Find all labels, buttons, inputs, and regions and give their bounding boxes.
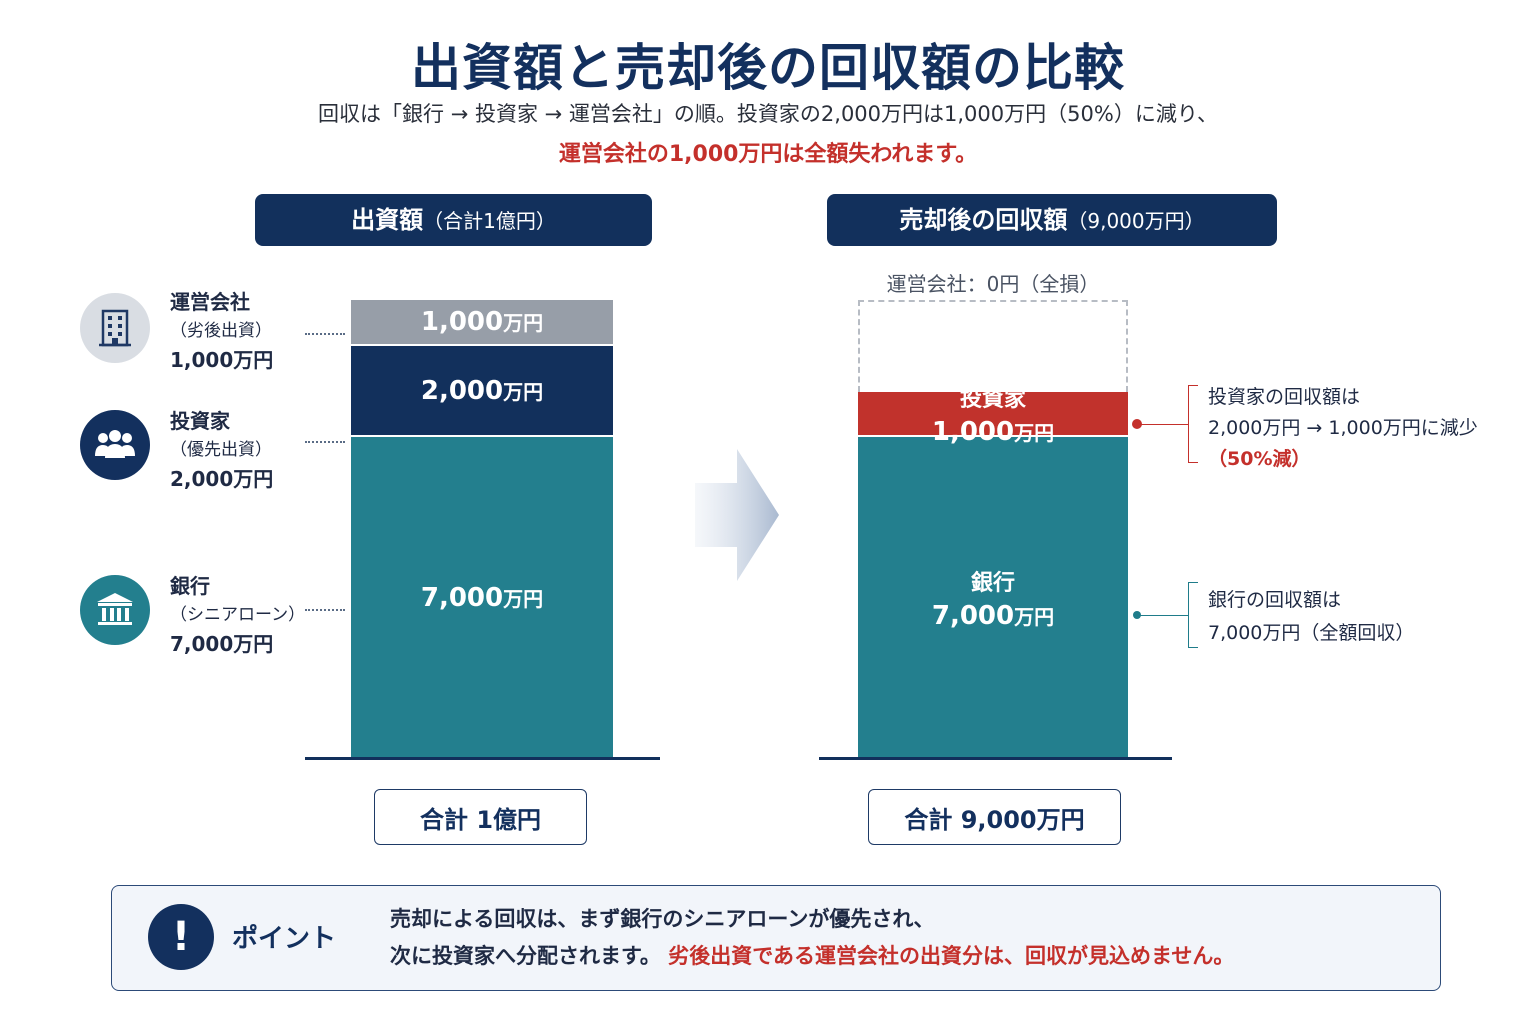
left-bar-segment-bank: 7,000万円 (351, 437, 613, 758)
right-bar-segment-bank: 銀行 7,000万円 (858, 437, 1128, 758)
legend-investor-type: （優先出資） (170, 440, 272, 460)
investor-annotation-connector (1137, 424, 1189, 425)
legend-operator-name: 運営会社 (170, 290, 250, 314)
building-icon (80, 293, 150, 363)
legend-bank-amount: 7,000万円 (170, 632, 274, 656)
left-bar-segment-investor: 2,000万円 (351, 345, 613, 438)
bank-annotation-connector (1137, 615, 1189, 616)
leader-bank (305, 609, 345, 611)
point-line1: 売却による回収は、まず銀行のシニアローンが優先され、 (390, 907, 935, 931)
investor-annotation-line3: （50%減） (1208, 448, 1311, 470)
legend-bank-name: 銀行 (170, 574, 210, 598)
legend-operator-type: （劣後出資） (170, 321, 272, 341)
left-header-note: （合計1億円） (423, 209, 556, 233)
left-segment-value-operator: 1,000万円 (420, 306, 544, 337)
right-bar-segment-operator (858, 300, 1128, 392)
right-total-box: 合計 9,000万円 (868, 789, 1121, 845)
investor-annotation-line2: 2,000万円 → 1,000万円に減少 (1208, 417, 1478, 439)
bank-annotation-dot (1133, 611, 1141, 619)
arrow-right-icon (695, 445, 785, 589)
right-bar-segment-investor: 投資家 1,000万円 (858, 387, 1128, 447)
investor-annotation-bracket (1188, 385, 1198, 463)
investor-annotation-dot (1132, 419, 1142, 429)
right-segment-label-bank: 銀行 (970, 570, 1015, 596)
bank-annotation-line1: 銀行の回収額は (1208, 589, 1342, 611)
legend-investor-name: 投資家 (170, 409, 230, 433)
left-total-box: 合計 1億円 (374, 789, 587, 845)
left-bar-segment-operator: 1,000万円 (351, 300, 613, 346)
point-line2: 次に投資家へ分配されます。 劣後出資である運営会社の出資分は、回収が見込めません… (390, 940, 1234, 970)
right-panel-header: 売却後の回収額（9,000万円） (827, 194, 1277, 246)
left-panel-header: 出資額（合計1億円） (255, 194, 652, 246)
left-stacked-bar: 7,000万円 2,000万円 1,000万円 (351, 300, 613, 758)
right-header-note: （9,000万円） (1067, 209, 1205, 233)
left-segment-value-bank: 7,000万円 (420, 582, 544, 613)
point-line2-a: 次に投資家へ分配されます。 (390, 944, 661, 968)
right-segment-value-investor: 1,000万円 (931, 416, 1055, 447)
legend-investor-amount: 2,000万円 (170, 467, 274, 491)
left-baseline (305, 757, 660, 760)
right-segment-label-investor: 投資家 (959, 386, 1026, 412)
investor-annotation: 投資家の回収額は 2,000万円 → 1,000万円に減少 （50%減） (1208, 382, 1478, 475)
right-segment-value-bank: 7,000万円 (931, 600, 1055, 631)
point-box (111, 885, 1441, 991)
lost-operator-label: 運営会社：0円（全損） (886, 272, 1100, 296)
right-stacked-bar: 銀行 7,000万円 投資家 1,000万円 (858, 300, 1128, 758)
bank-annotation: 銀行の回収額は 7,000万円（全額回収） (1208, 584, 1414, 650)
legend-investor: 投資家 （優先出資） 2,000万円 (170, 407, 273, 494)
right-header-main: 売却後の回収額 (899, 206, 1068, 234)
bank-annotation-bracket (1188, 582, 1198, 648)
legend-bank: 銀行 （シニアローン） 7,000万円 (170, 572, 305, 659)
left-header-main: 出資額 (351, 206, 424, 234)
point-line2-b: 劣後出資である運営会社の出資分は、回収が見込めません。 (668, 944, 1235, 968)
page-title: 出資額と売却後の回収額の比較 (411, 39, 1125, 97)
left-segment-value-investor: 2,000万円 (420, 375, 544, 406)
point-label: ポイント (232, 924, 337, 954)
people-icon (80, 410, 150, 480)
subtitle-line1: 回収は「銀行 → 投資家 → 運営会社」の順。投資家の2,000万円は1,000… (318, 102, 1218, 126)
subtitle-line2: 運営会社の1,000万円は全額失われます。 (558, 142, 978, 167)
bank-icon (80, 575, 150, 645)
legend-bank-type: （シニアローン） (170, 605, 306, 625)
investor-annotation-line1: 投資家の回収額は (1208, 386, 1361, 408)
legend-operator: 運営会社 （劣後出資） 1,000万円 (170, 288, 273, 375)
right-baseline (819, 757, 1172, 760)
legend-operator-amount: 1,000万円 (170, 348, 274, 372)
leader-operator (305, 333, 345, 335)
leader-investor (305, 441, 345, 443)
exclamation-icon: ! (148, 904, 214, 970)
bank-annotation-line2: 7,000万円（全額回収） (1208, 622, 1415, 644)
